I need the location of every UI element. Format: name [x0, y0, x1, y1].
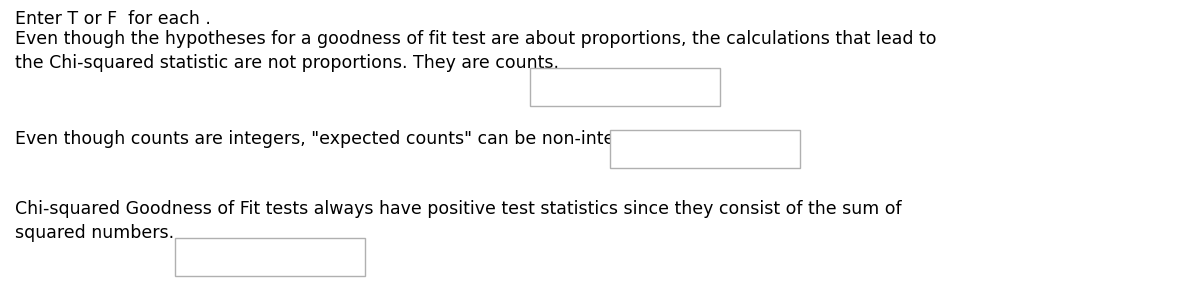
Text: Even though the hypotheses for a goodness of fit test are about proportions, the: Even though the hypotheses for a goodnes… [14, 30, 936, 72]
Text: Chi-squared Goodness of Fit tests always have positive test statistics since the: Chi-squared Goodness of Fit tests always… [14, 200, 901, 242]
Text: Enter T or F  for each .: Enter T or F for each . [14, 10, 211, 28]
Text: Even though counts are integers, "expected counts" can be non-integers.: Even though counts are integers, "expect… [14, 130, 659, 148]
